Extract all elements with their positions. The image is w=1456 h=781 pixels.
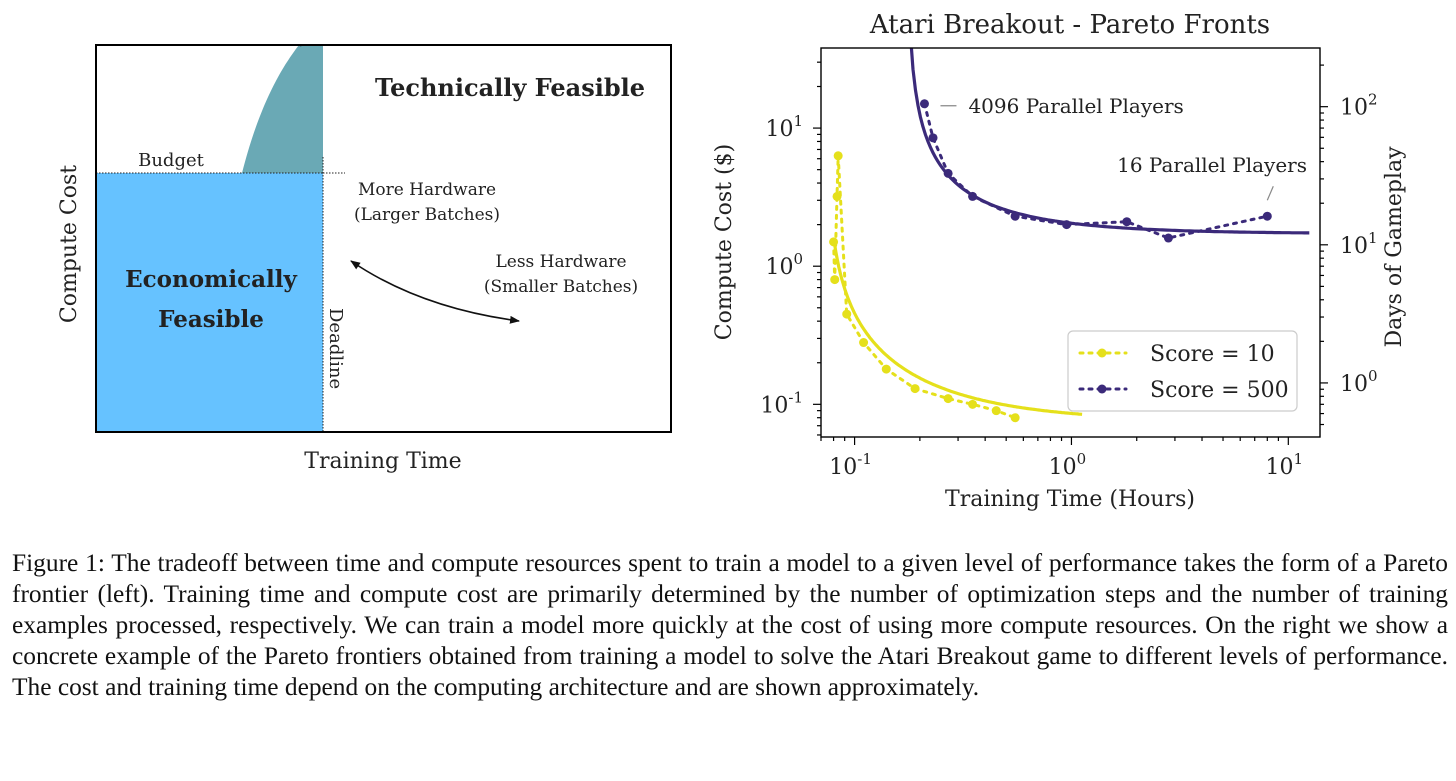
diagram-frame: [95, 44, 672, 433]
legend-label-2: Score = 500: [1150, 378, 1289, 403]
legend-label-1: Score = 10: [1150, 342, 1275, 367]
data-point: [943, 394, 953, 404]
data-point: [991, 406, 1001, 416]
figure-caption: Figure 1: The tradeoff between time and …: [12, 549, 1448, 701]
chart-title: Atari Breakout - Pareto Fronts: [869, 10, 1270, 40]
annotations: 4096 Parallel Players 16 Parallel Players: [940, 94, 1307, 201]
deadline-label: Deadline: [325, 308, 346, 389]
data-point: [859, 338, 869, 348]
figure: Technically Feasible Economically Feasib…: [57, 0, 1407, 512]
legend-box: [1067, 330, 1298, 412]
data-point: [1010, 413, 1020, 423]
left-y-axis-label: Compute Cost: [57, 165, 82, 323]
data-point: [1062, 220, 1072, 230]
technically-feasible-region: [299, 0, 671, 45]
plot-area: [829, 48, 1310, 423]
annotation-4096-parallel-players: 4096 Parallel Players: [968, 94, 1183, 118]
overlap-region: [242, 45, 323, 173]
data-point: [910, 384, 920, 394]
fit-line-1: [832, 240, 1083, 416]
fit-line-2: [909, 48, 1310, 235]
technically-feasible-label: Technically Feasible: [375, 73, 645, 102]
data-point: [833, 151, 843, 161]
data-point: [1122, 217, 1132, 227]
axis-tick-labels: 10-1 100 101 10-1 100 101 100 101 102: [760, 91, 1377, 480]
y-tick-label: 100: [765, 250, 803, 280]
data-point: [1010, 211, 1020, 221]
economically-feasible-region: [96, 173, 323, 432]
legend: Score = 10 Score = 500: [1067, 330, 1298, 412]
dotted-line-1: [832, 155, 1017, 420]
data-point: [928, 133, 938, 143]
data-point: [919, 99, 929, 109]
data-point: [968, 399, 978, 409]
y-tick-label: 101: [765, 112, 803, 142]
right-y-tick-label: 101: [1340, 229, 1378, 259]
economically-feasible-label-1: Economically: [125, 266, 297, 293]
budget-label: Budget: [138, 150, 205, 171]
x-tick-label: 100: [1049, 450, 1087, 480]
pareto-frontier-curve: [299, 45, 303, 47]
right-y-tick-label: 100: [1340, 367, 1378, 397]
more-hardware-label-1: More Hardware: [358, 180, 496, 200]
right-y-tick-label: 102: [1340, 91, 1378, 121]
tradeoff-arrow: [350, 260, 520, 324]
annotation-leader-16: [1266, 186, 1274, 201]
legend-marker-1: [1097, 348, 1107, 358]
pareto-diagram: [96, 0, 671, 432]
annotation-16-parallel-players: 16 Parallel Players: [1117, 153, 1307, 177]
x-tick-label: 101: [1266, 450, 1304, 480]
data-point: [1163, 233, 1173, 243]
data-point: [968, 191, 978, 201]
less-hardware-label-1: Less Hardware: [495, 252, 626, 272]
legend-marker-2: [1097, 384, 1107, 394]
data-point: [832, 191, 842, 201]
data-point: [842, 309, 852, 319]
data-point: [881, 364, 891, 374]
more-hardware-label-2: (Larger Batches): [354, 205, 500, 225]
data-point: [830, 275, 840, 285]
x-tick-label: 10-1: [829, 450, 872, 480]
less-hardware-label-2: (Smaller Batches): [484, 277, 638, 297]
economically-feasible-label-2: Feasible: [158, 306, 264, 333]
left-x-axis-label: Training Time: [304, 449, 461, 474]
chart-frame: [820, 47, 1321, 438]
y-tick-label: 10-1: [760, 388, 803, 418]
chart-y-axis-label: Compute Cost ($): [712, 144, 737, 340]
data-point: [943, 168, 953, 178]
chart-right-axis-label: Days of Gameplay: [1382, 146, 1407, 348]
data-point: [1262, 211, 1272, 221]
pareto-chart: Atari Breakout - Pareto Fronts Training …: [712, 10, 1407, 512]
chart-x-axis-label: Training Time (Hours): [945, 487, 1195, 512]
data-point: [829, 237, 839, 247]
